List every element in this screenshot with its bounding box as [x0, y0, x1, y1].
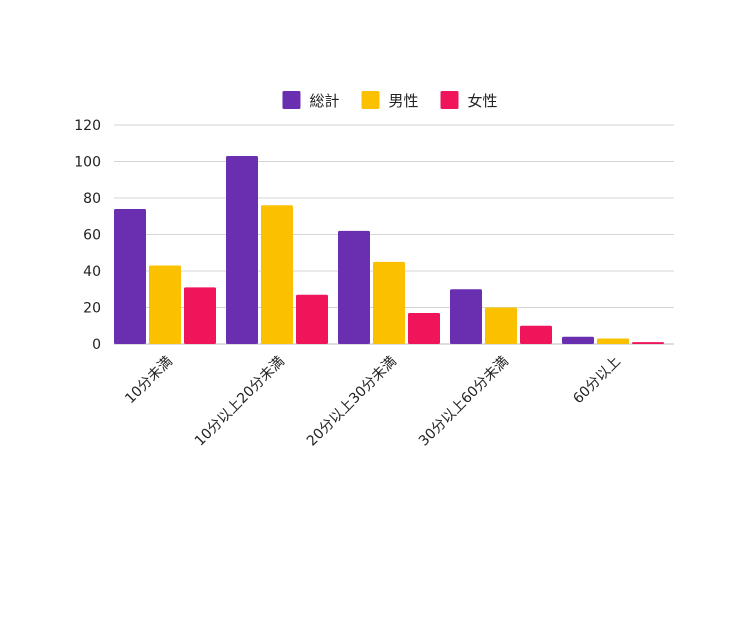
- bar-2-1: [149, 265, 181, 344]
- bar-1-4: [450, 289, 482, 344]
- bar-3-2: [296, 294, 328, 344]
- legend-label: 女性: [468, 92, 498, 110]
- x-axis-ticks: 10分未満 10分以上20分未満 20分以上30分未満 30分以上60分未満 60分以上: [122, 354, 624, 450]
- y-tick-label: 100: [74, 155, 101, 171]
- y-tick-label: 120: [74, 118, 101, 134]
- bar-3-3: [408, 312, 440, 344]
- bar-3-5: [632, 342, 664, 344]
- bar-3-1: [184, 287, 216, 344]
- legend-item: 女性: [440, 91, 498, 110]
- y-tick-label: 20: [83, 301, 101, 317]
- x-tick-label: 10分未満: [122, 354, 176, 408]
- bar-2-2: [261, 205, 293, 344]
- x-tick-label: 10分以上20分未満: [192, 354, 288, 450]
- legend-label: 総計: [309, 92, 339, 110]
- x-tick-label: 30分以上60分未満: [416, 354, 512, 450]
- bar-2-4: [485, 307, 517, 344]
- x-tick-label: 20分以上30分未満: [304, 354, 400, 450]
- legend-label: 男性: [388, 92, 418, 110]
- y-tick-label: 60: [83, 228, 101, 244]
- bar-1-3: [338, 230, 370, 344]
- legend-item: 男性: [361, 91, 419, 110]
- bar-1-1: [114, 208, 146, 344]
- y-tick-label: 0: [92, 337, 101, 353]
- bar-1-2: [226, 156, 258, 344]
- y-axis-ticks: 0 20 40 60 80 100 120: [74, 118, 101, 353]
- x-tick-label: 60分以上: [570, 354, 624, 408]
- legend-swatch: [361, 91, 380, 109]
- y-tick-label: 80: [83, 191, 101, 207]
- bar-2-5: [597, 338, 629, 344]
- legend: 総計 男性 女性: [282, 91, 498, 110]
- legend-swatch: [282, 91, 301, 109]
- y-tick-label: 40: [83, 264, 101, 280]
- bar-3-4: [520, 325, 552, 344]
- bars: [114, 156, 664, 344]
- legend-item: 総計: [282, 91, 339, 110]
- bar-2-3: [373, 261, 405, 344]
- legend-swatch: [440, 91, 459, 109]
- bar-1-5: [562, 336, 594, 344]
